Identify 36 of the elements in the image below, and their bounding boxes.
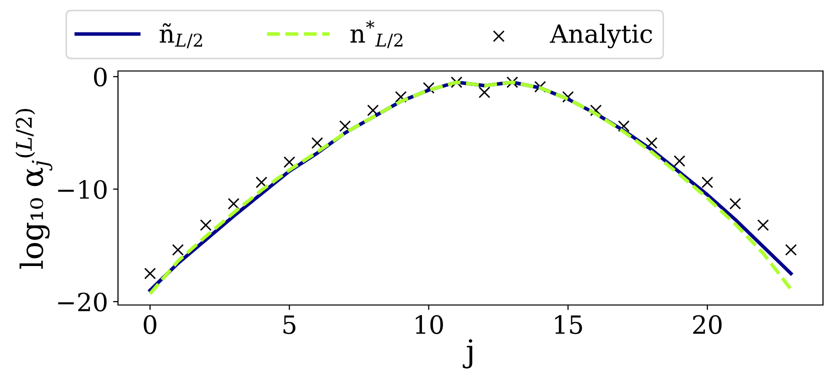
point — [367, 104, 379, 116]
legend-label: n$^{*}$$_{L/2}$ — [350, 20, 402, 48]
point — [646, 137, 658, 149]
point — [729, 198, 742, 210]
x-tick-label: 0 — [144, 315, 156, 334]
point — [144, 268, 156, 280]
point — [256, 176, 268, 188]
x-tick-label: 5 — [284, 315, 296, 334]
y-tick-label: 0 — [94, 68, 107, 86]
point — [674, 155, 686, 167]
x-tick-label: 15 — [555, 315, 582, 334]
x-tick-label: 20 — [693, 315, 722, 334]
point — [757, 219, 769, 231]
point — [534, 80, 546, 93]
point — [172, 244, 184, 256]
y-tick-label: −10 — [58, 180, 107, 199]
point — [702, 176, 714, 188]
point — [590, 104, 602, 116]
point — [311, 137, 324, 149]
point — [284, 156, 296, 168]
point — [228, 198, 240, 210]
y-axis-title: log₁₀ α$_{j}$$^{(L/2)}$ — [15, 109, 52, 269]
point — [785, 244, 797, 256]
legend-label: Analytic — [550, 24, 652, 48]
point — [506, 76, 518, 88]
x-axis-title: j — [462, 339, 472, 368]
point — [478, 86, 490, 98]
point — [562, 91, 574, 103]
point — [618, 120, 630, 132]
point — [450, 76, 462, 88]
point — [339, 120, 351, 132]
y-tick-label: −20 — [58, 292, 107, 312]
point — [200, 219, 212, 231]
x-tick-label: 10 — [416, 315, 443, 334]
point — [394, 91, 407, 103]
legend-label: ñ$_{L/2}$ — [160, 23, 202, 48]
